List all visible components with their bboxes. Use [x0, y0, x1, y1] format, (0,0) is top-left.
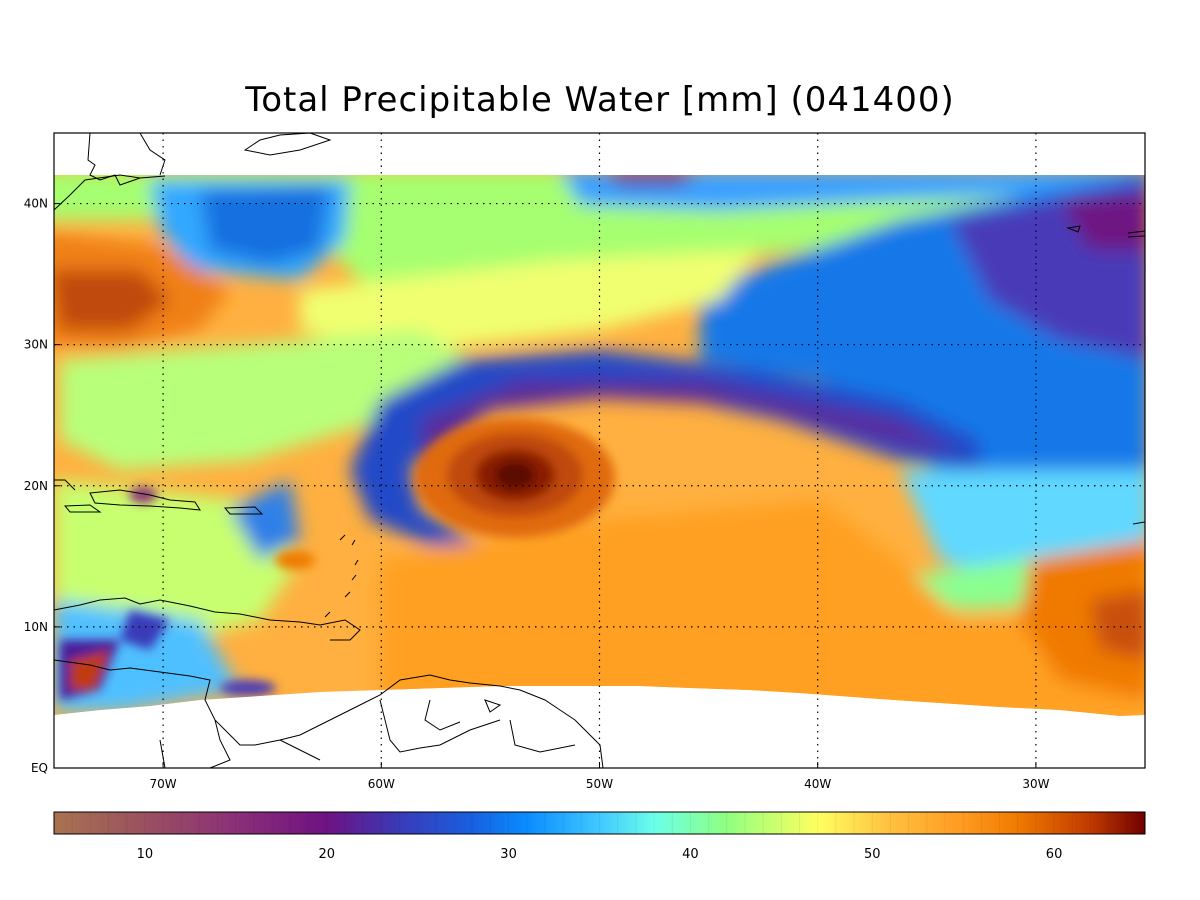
lon-tick-label: 40W	[804, 777, 831, 791]
colorbar-tick-label: 50	[864, 847, 881, 862]
lon-tick-label: 50W	[586, 777, 613, 791]
colorbar-tick-label: 20	[318, 847, 335, 862]
lon-tick-label: 60W	[368, 777, 395, 791]
lat-tick-label: EQ	[31, 761, 48, 775]
coastlines	[53, 132, 1146, 769]
precipitable-water-field	[54, 175, 1145, 716]
colorbar: 10 20 30 40 50 60	[53, 811, 1146, 862]
longitude-axis: 70W 60W 50W 40W 30W	[150, 762, 1050, 791]
lat-tick-label: 40N	[24, 197, 48, 211]
colorbar-tick-label: 40	[682, 847, 699, 862]
colorbar-tick-label: 10	[137, 847, 154, 862]
colorbar-gradient	[53, 811, 1146, 835]
colorbar-tick-label: 30	[500, 847, 517, 862]
lat-tick-label: 10N	[24, 620, 48, 634]
latitude-axis: EQ 10N 20N 30N 40N	[24, 197, 60, 775]
lat-tick-label: 30N	[24, 338, 48, 352]
colorbar-tick-label: 60	[1046, 847, 1063, 862]
lat-tick-label: 20N	[24, 479, 48, 493]
lon-tick-label: 30W	[1022, 777, 1049, 791]
chart-title: Total Precipitable Water [mm] (041400)	[245, 80, 955, 120]
lon-tick-label: 70W	[150, 777, 177, 791]
